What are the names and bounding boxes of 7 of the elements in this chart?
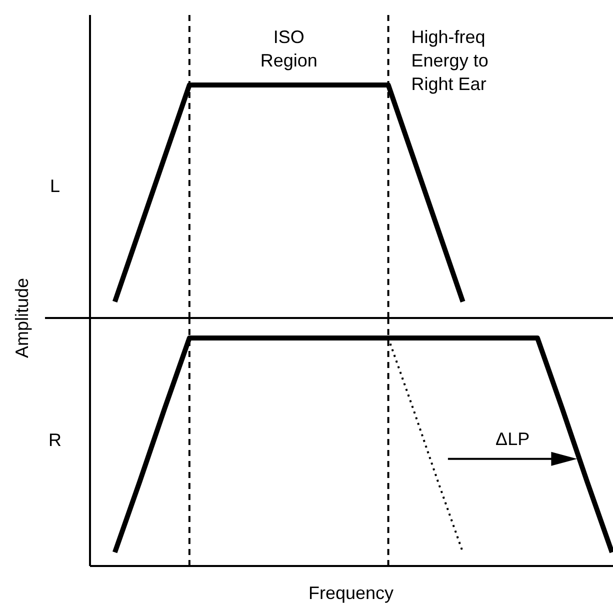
annotation: ΔLP [496,428,530,449]
x-axis-title: Frequency [308,583,394,603]
y-axis-title: R [48,430,62,450]
y-axis-title: L [50,176,60,196]
annotation: High-freq Energy to Right Ear [411,27,488,94]
text: ISO Region [260,27,318,70]
text: Amplitude [12,278,32,358]
